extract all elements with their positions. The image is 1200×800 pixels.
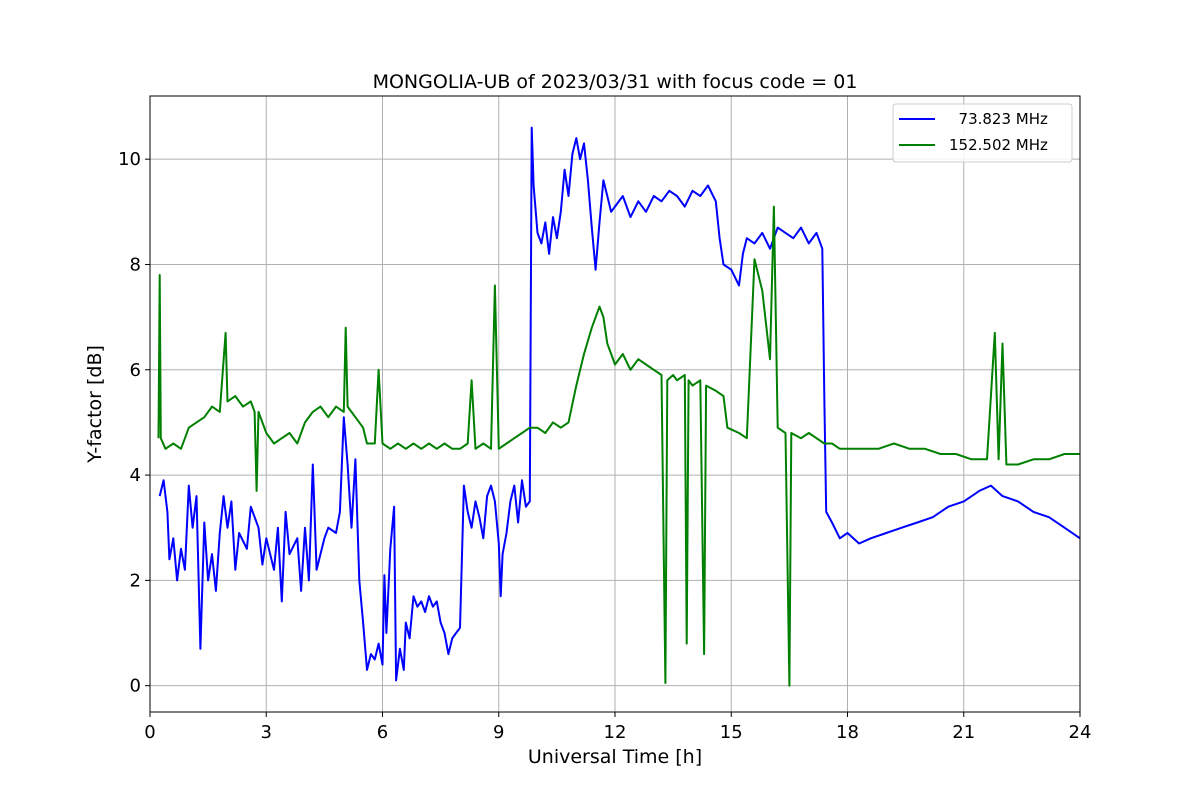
legend: 73.823 MHz 152.502 MHz bbox=[892, 103, 1073, 163]
x-tick-label: 9 bbox=[493, 722, 504, 743]
y-tick-label: 2 bbox=[130, 570, 141, 591]
x-tick-label: 6 bbox=[377, 722, 388, 743]
x-tick-label: 12 bbox=[604, 722, 627, 743]
y-tick-label: 4 bbox=[130, 465, 141, 486]
legend-box bbox=[892, 103, 1073, 163]
chart-title: MONGOLIA-UB of 2023/03/31 with focus cod… bbox=[373, 71, 858, 93]
y-axis-label: Y-factor [dB] bbox=[84, 345, 106, 464]
series-layer bbox=[157, 126, 1081, 687]
legend-label-2: 152.502 MHz bbox=[949, 136, 1048, 154]
x-tick-label: 3 bbox=[261, 722, 272, 743]
y-tick-label: 10 bbox=[118, 149, 141, 170]
x-tick-label: 0 bbox=[144, 722, 155, 743]
series-line-2 bbox=[157, 205, 1080, 687]
y-tick-label: 8 bbox=[130, 254, 141, 275]
x-tick-label: 21 bbox=[952, 722, 975, 743]
x-tick-label: 24 bbox=[1069, 722, 1092, 743]
y-tick-label: 6 bbox=[130, 360, 141, 381]
x-axis-label: Universal Time [h] bbox=[528, 746, 702, 768]
x-tick-label: 15 bbox=[720, 722, 743, 743]
y-tick-label: 0 bbox=[130, 676, 141, 697]
legend-label-1: 73.823 MHz bbox=[949, 110, 1048, 128]
x-tick-label: 18 bbox=[836, 722, 859, 743]
